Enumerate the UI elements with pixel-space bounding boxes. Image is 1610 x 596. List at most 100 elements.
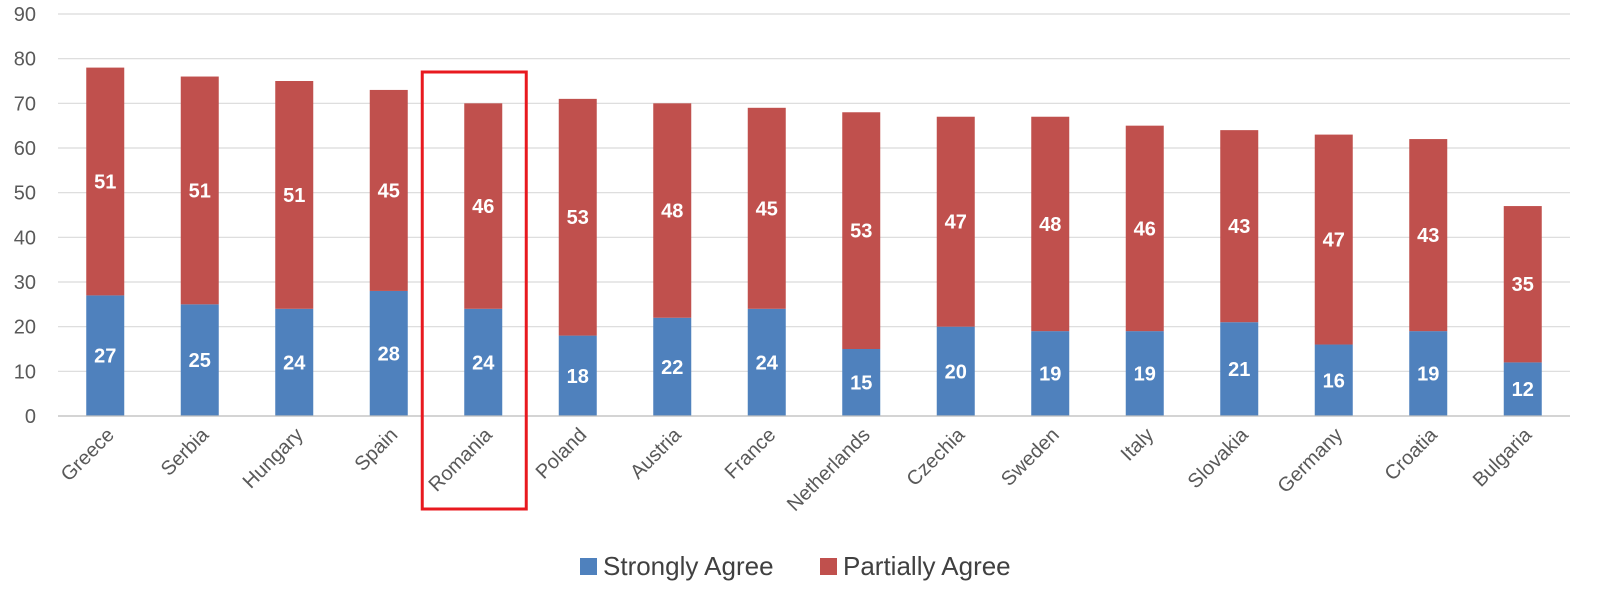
bar-segment-strongly-agree <box>653 317 692 416</box>
bar-segment-partially-agree <box>653 103 692 318</box>
legend-label: Strongly Agree <box>603 551 774 581</box>
data-label: 24 <box>756 352 779 374</box>
bar-segment-partially-agree <box>180 76 219 305</box>
data-label: 25 <box>189 350 211 372</box>
x-tick-label: Bulgaria <box>1469 423 1537 491</box>
data-label: 20 <box>945 361 967 383</box>
data-label: 19 <box>1039 364 1061 386</box>
bar-segment-strongly-agree <box>936 326 975 416</box>
bar-segment-strongly-agree <box>275 308 314 416</box>
y-tick-label: 80 <box>14 49 36 71</box>
bar-segment-strongly-agree <box>1503 362 1542 416</box>
y-tick-label: 90 <box>14 4 36 26</box>
x-axis: Greece Serbia Hungary Spain Romania Poland Aus… <box>57 415 1570 516</box>
y-tick-label: 30 <box>14 272 36 294</box>
data-label: 53 <box>567 207 589 229</box>
data-label: 45 <box>756 198 778 220</box>
y-tick-label: 50 <box>14 183 36 205</box>
x-tick-label: Netherlands <box>783 424 875 516</box>
legend-swatch <box>820 558 837 575</box>
bar-segment-strongly-agree <box>86 295 125 416</box>
data-label: 18 <box>567 366 589 388</box>
data-label: 12 <box>1512 379 1534 401</box>
y-tick-label: 0 <box>25 406 36 428</box>
bar-segment-strongly-agree <box>1220 322 1259 416</box>
data-label: 47 <box>945 212 967 234</box>
bar-segment-partially-agree <box>1125 125 1164 332</box>
legend-swatch <box>580 558 597 575</box>
y-axis: 0 10 20 30 40 50 60 70 80 90 <box>14 4 36 428</box>
x-tick-label: France <box>721 424 781 484</box>
y-tick-label: 40 <box>14 227 36 249</box>
data-label: 51 <box>283 185 305 207</box>
x-tick-label: Germany <box>1274 424 1348 498</box>
bar-segment-strongly-agree <box>464 308 503 416</box>
bar-segment-partially-agree <box>275 81 314 309</box>
bar-segment-partially-agree <box>1031 116 1070 332</box>
y-tick-label: 10 <box>14 361 36 383</box>
data-label: 24 <box>283 352 306 374</box>
bar-segment-partially-agree <box>1503 206 1542 363</box>
x-tick-label: Hungary <box>239 424 308 493</box>
data-label: 21 <box>1228 359 1250 381</box>
data-label: 15 <box>850 373 872 395</box>
bar-segment-strongly-agree <box>842 349 881 416</box>
bar-segment-strongly-agree <box>180 304 219 416</box>
x-tick-label: Austria <box>626 423 686 483</box>
data-label: 28 <box>378 343 400 365</box>
bars: 27 51 25 51 24 51 28 45 24 46 18 53 22 48 24 45 15 53 20 47… <box>86 67 1542 416</box>
x-tick-label: Czechia <box>903 423 970 490</box>
bar-segment-partially-agree <box>464 103 503 309</box>
bar-segment-partially-agree <box>1314 134 1353 345</box>
x-tick-label: Poland <box>532 424 592 484</box>
bar-segment-strongly-agree <box>1125 331 1164 416</box>
y-tick-label: 70 <box>14 93 36 115</box>
data-label: 43 <box>1417 225 1439 247</box>
bar-segment-strongly-agree <box>1314 344 1353 416</box>
y-tick-label: 20 <box>14 317 36 339</box>
bar-segment-partially-agree <box>747 107 786 309</box>
y-tick-label: 60 <box>14 138 36 160</box>
bar-segment-partially-agree <box>1409 139 1448 332</box>
x-tick-label: Slovakia <box>1184 423 1254 493</box>
highlight-box <box>420 70 528 511</box>
legend: Strongly Agree Partially Agree <box>580 551 1011 581</box>
data-label: 43 <box>1228 216 1250 238</box>
legend-label: Partially Agree <box>843 551 1011 581</box>
data-label: 19 <box>1134 364 1156 386</box>
data-label: 53 <box>850 221 872 243</box>
x-tick-label: Italy <box>1117 424 1158 465</box>
bar-segment-strongly-agree <box>558 335 597 416</box>
highlight-box-group <box>420 70 528 511</box>
data-label: 46 <box>1134 218 1156 240</box>
bar-segment-partially-agree <box>86 67 125 296</box>
data-label: 47 <box>1323 230 1345 252</box>
bar-segment-partially-agree <box>842 112 881 350</box>
data-label: 48 <box>1039 214 1061 236</box>
data-label: 27 <box>94 346 116 368</box>
x-tick-label: Spain <box>351 424 403 476</box>
x-tick-label: Croatia <box>1381 423 1443 485</box>
bar-segment-strongly-agree <box>1031 331 1070 416</box>
bar-segment-partially-agree <box>1220 130 1259 323</box>
x-tick-label: Greece <box>57 424 119 486</box>
bar-segment-partially-agree <box>369 89 408 291</box>
data-label: 45 <box>378 180 400 202</box>
x-tick-label: Sweden <box>997 424 1064 491</box>
bar-segment-partially-agree <box>558 98 597 336</box>
data-label: 35 <box>1512 274 1534 296</box>
data-label: 48 <box>661 201 683 223</box>
data-label: 19 <box>1417 364 1439 386</box>
bar-segment-strongly-agree <box>369 290 408 416</box>
data-label: 51 <box>94 172 116 194</box>
data-label: 22 <box>661 357 683 379</box>
data-label: 51 <box>189 180 211 202</box>
bar-segment-strongly-agree <box>1409 331 1448 416</box>
data-label: 24 <box>472 352 495 374</box>
bar-segment-strongly-agree <box>747 308 786 416</box>
x-tick-label: Romania <box>425 423 498 496</box>
bar-segment-partially-agree <box>936 116 975 327</box>
x-tick-label: Serbia <box>157 423 214 480</box>
data-label: 46 <box>472 196 494 218</box>
